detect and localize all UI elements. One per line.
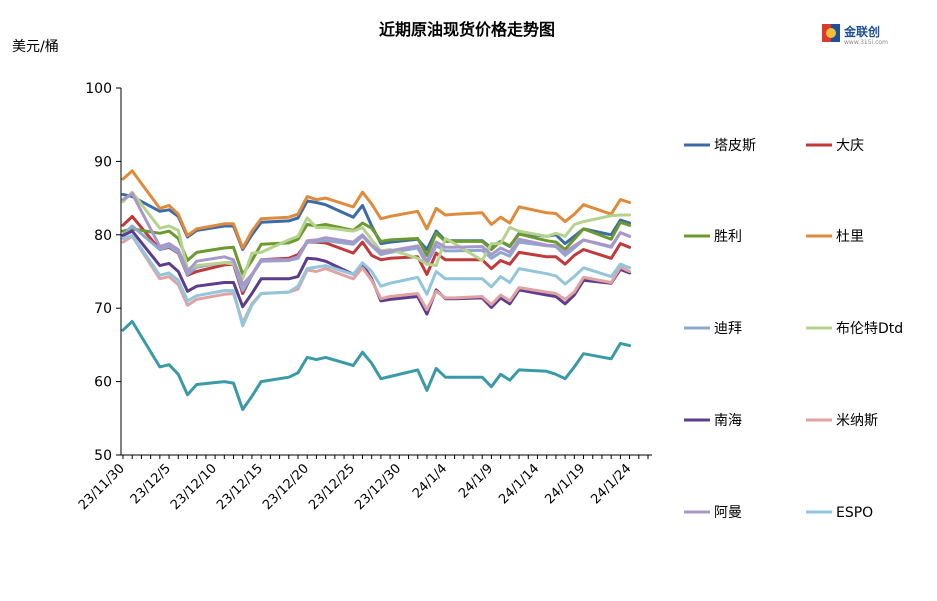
- legend-item: 大庆: [806, 138, 864, 154]
- x-tick-label: 23/12/15: [214, 461, 266, 513]
- y-tick-label: 50: [94, 448, 112, 464]
- x-tick-label: 23/12/30: [352, 461, 404, 513]
- legend-label: 杜里: [836, 229, 864, 245]
- x-tick-label: 24/1/9: [456, 461, 496, 501]
- y-tick-label: 80: [94, 228, 112, 244]
- legend-item: 杜里: [806, 229, 864, 245]
- chart-title: 近期原油现货价格走势图: [379, 20, 555, 39]
- series-line-5: [121, 190, 632, 281]
- x-tick-label: 23/11/30: [76, 461, 128, 513]
- x-tick-label: 24/1/24: [588, 461, 634, 507]
- x-tick-label: 23/12/25: [306, 461, 358, 513]
- legend-item: 胜利: [684, 229, 742, 245]
- plot-area: [121, 169, 632, 411]
- series-line-10: [121, 319, 632, 411]
- legend-item: 布伦特Dtd: [806, 321, 903, 337]
- y-tick-label: 70: [94, 301, 112, 317]
- legend-item: 南海: [684, 413, 742, 429]
- legend-label: 迪拜: [714, 321, 742, 337]
- legend-item: 迪拜: [684, 321, 742, 337]
- x-tick-label: 23/12/10: [168, 461, 220, 513]
- series-line-8: [121, 192, 632, 287]
- legend-label: 布伦特Dtd: [836, 321, 903, 337]
- y-tick-label: 100: [85, 81, 112, 97]
- logo-subtext: www.315i.com: [844, 39, 888, 46]
- legend-item: 阿曼: [684, 505, 742, 521]
- legend-label: 南海: [714, 413, 742, 429]
- logo-icon: [822, 24, 840, 42]
- logo-text: 金联创: [843, 24, 880, 39]
- series-line-1: [121, 214, 632, 295]
- series-line-3: [121, 169, 632, 250]
- series-line-9: [121, 234, 632, 328]
- y-tick-label: 60: [94, 375, 112, 391]
- logo: 金联创 www.315i.com: [822, 24, 888, 46]
- x-tick-label: 24/1/19: [542, 461, 588, 507]
- legend-label: 胜利: [714, 229, 742, 245]
- series-line-2: [121, 220, 632, 276]
- x-tick-label: 23/12/5: [128, 461, 174, 507]
- x-tick-label: 23/12/20: [260, 461, 312, 513]
- legend-label: ESPO: [836, 505, 873, 521]
- legend-label: 阿曼: [714, 505, 742, 521]
- legend-label: 米纳斯: [836, 413, 878, 429]
- legend-item: 塔皮斯: [684, 138, 756, 154]
- legend-item: 米纳斯: [806, 413, 878, 429]
- legend-item: ESPO: [806, 505, 873, 521]
- y-axis-unit-label: 美元/桶: [12, 39, 59, 55]
- legend-label: 大庆: [836, 138, 864, 154]
- y-tick-label: 90: [94, 154, 112, 170]
- series-line-7: [121, 234, 632, 325]
- x-tick-label: 24/1/14: [496, 461, 542, 507]
- x-tick-label: 24/1/4: [410, 461, 450, 501]
- legend-label: 塔皮斯: [714, 138, 756, 154]
